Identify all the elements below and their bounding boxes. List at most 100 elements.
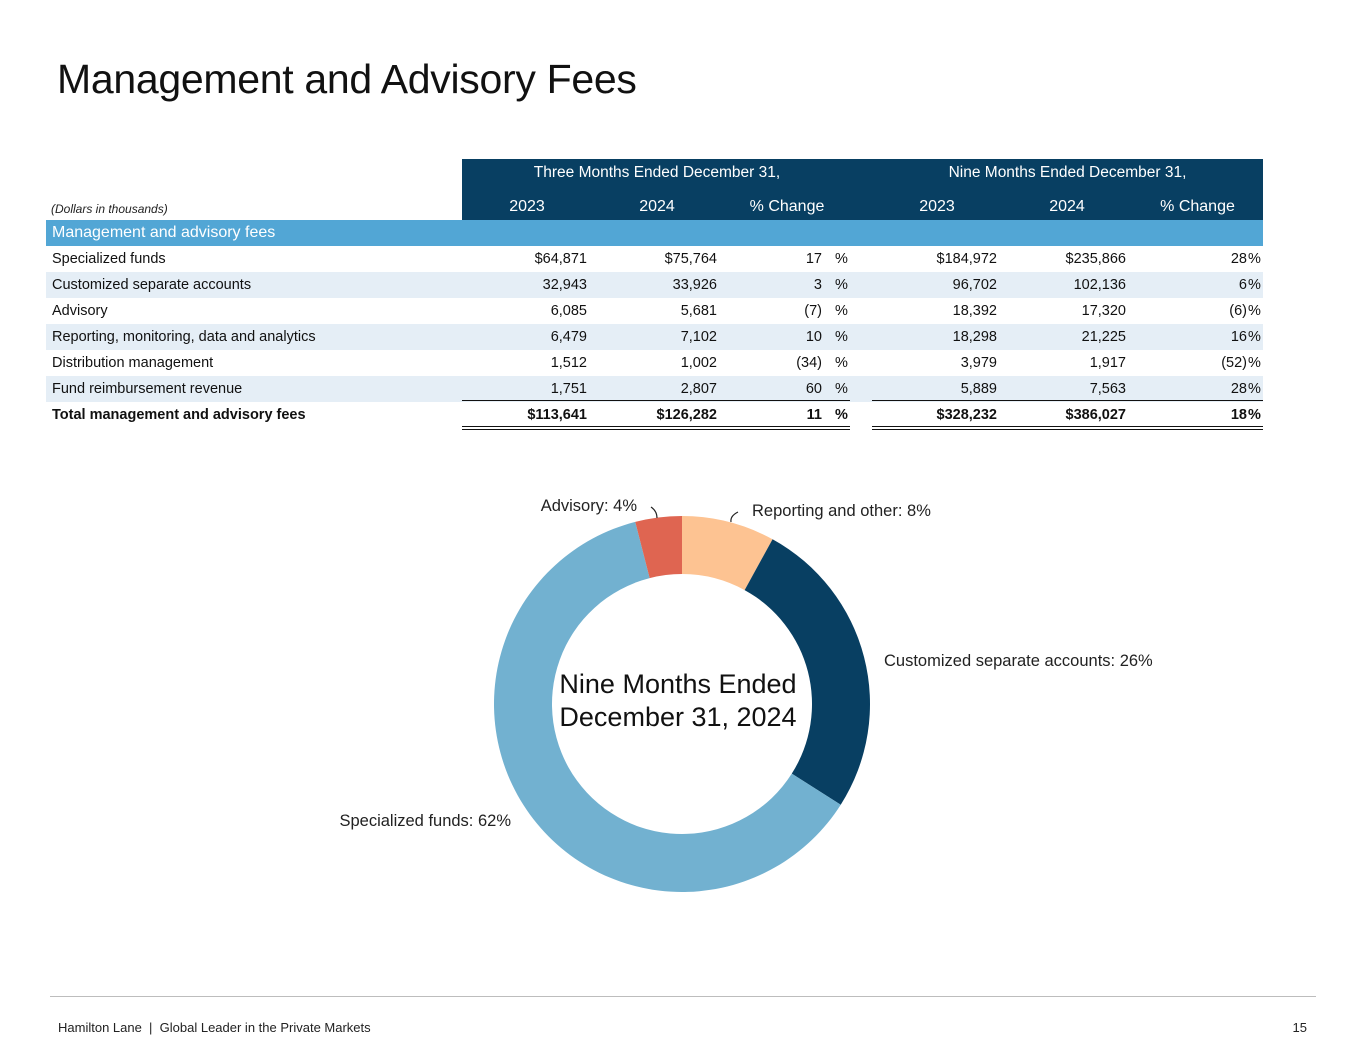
col-header-q2024: 2024 (639, 198, 675, 215)
cell-qchg: 11 (806, 407, 822, 423)
row-label: Specialized funds (52, 251, 166, 267)
cell-n23: 3,979 (960, 355, 997, 371)
total-top-rule-right (872, 400, 1263, 401)
slice-label: Customized separate accounts: 26% (884, 652, 1153, 670)
row-label: Distribution management (52, 355, 214, 371)
total-bottom-rule-right-2 (872, 429, 1263, 430)
percent-sign: % (1248, 329, 1261, 345)
row-label: Customized separate accounts (52, 277, 252, 293)
donut-center-line2: December 31, 2024 (559, 702, 797, 732)
cell-n24: 17,320 (1081, 303, 1126, 319)
leader-line (650, 506, 658, 519)
cell-qchg: 10 (805, 329, 822, 345)
cell-q24: $75,764 (664, 251, 717, 267)
row-label: Reporting, monitoring, data and analytic… (52, 329, 316, 345)
table-row: Customized separate accounts 32,943 33,926… (46, 272, 1263, 298)
col-header-n2024: 2024 (1049, 198, 1085, 215)
table-row: Fund reimbursement revenue 1,751 2,807 60 5,… (46, 376, 1263, 402)
cell-n23: 96,702 (952, 277, 997, 293)
percent-sign: % (835, 329, 848, 345)
slice-label: Reporting and other: 8% (752, 502, 931, 520)
section-row: Management and advisory fees (46, 220, 1263, 246)
total-bottom-rule-left-2 (462, 429, 850, 430)
cell-n24: 1,917 (1089, 355, 1126, 371)
cell-qchg: 17 (805, 251, 822, 267)
table-row: Reporting, monitoring, data and analytic… (46, 324, 1263, 350)
table-row: Advisory 6,085 5,681 (7) 18,392 17,320 (6)%% (46, 298, 1263, 324)
cell-n24: 7,563 (1089, 381, 1126, 397)
percent-sign: % (1248, 407, 1261, 423)
cell-n23: 18,298 (952, 329, 997, 345)
cell-n24: 21,225 (1081, 329, 1126, 345)
page-number: 15 (1292, 1020, 1307, 1035)
donut-slice-reporting-and-other (682, 516, 773, 591)
cell-q24: $126,282 (656, 407, 717, 423)
cell-q24: 1,002 (680, 355, 717, 371)
donut-center-label: Nine Months Ended December 31, 2024 (528, 668, 828, 734)
percent-sign: % (1248, 277, 1261, 293)
percent-sign: % (1248, 303, 1261, 319)
table-row: Distribution management 1,512 1,002 (34) 3,9… (46, 350, 1263, 376)
cell-qchg: (34) (796, 355, 822, 371)
page-title: Management and Advisory Fees (57, 56, 637, 102)
cell-q23: $113,641 (527, 407, 587, 423)
cell-qchg: (7) (804, 303, 822, 319)
cell-n23: $184,972 (936, 251, 997, 267)
cell-q24: 5,681 (680, 303, 717, 319)
row-label: Advisory (52, 303, 108, 319)
leader-line (730, 511, 739, 523)
cell-q23: 1,751 (550, 381, 587, 397)
slice-label: Advisory: 4% (541, 497, 638, 515)
cell-nchg: (6) (1229, 303, 1247, 319)
donut-chart-svg: Reporting and other: 8% Customized separa… (339, 497, 1153, 892)
row-label: Fund reimbursement revenue (52, 381, 243, 397)
cell-qchg: 3 (813, 277, 822, 293)
total-bottom-rule-right-1 (872, 426, 1263, 427)
col-header-n2023: 2023 (919, 198, 955, 215)
percent-sign: % (1248, 355, 1261, 371)
cell-nchg: 16 (1230, 329, 1247, 345)
cell-n24: $386,027 (1065, 407, 1126, 423)
percent-sign: % (835, 303, 848, 319)
table-row: Specialized funds $64,871 $75,764 17 $184,97… (46, 246, 1263, 272)
cell-n23: 18,392 (952, 303, 997, 319)
footer-company: Hamilton Lane | Global Leader in the Pri… (58, 1020, 371, 1035)
percent-sign: % (835, 381, 848, 397)
col-header-nchange: % Change (1160, 198, 1235, 215)
donut-slice-customized-separate-accounts (744, 539, 870, 805)
cell-q23: $64,871 (534, 251, 587, 267)
percent-sign: % (835, 355, 848, 371)
cell-q23: 6,479 (550, 329, 587, 345)
cell-nchg: (52) (1221, 355, 1247, 371)
cell-q24: 7,102 (680, 329, 717, 345)
cell-nchg: 28 (1230, 251, 1247, 267)
cell-q23: 32,943 (542, 277, 587, 293)
percent-sign: % (1248, 251, 1261, 267)
cell-n24: 102,136 (1073, 277, 1126, 293)
cell-n23: 5,889 (960, 381, 997, 397)
donut-slice-specialized-funds (493, 521, 841, 892)
total-bottom-rule-left-1 (462, 426, 850, 427)
cell-qchg: 60 (805, 381, 822, 397)
total-top-rule-left (462, 400, 850, 401)
section-label: Management and advisory fees (52, 224, 276, 241)
row-label: Total management and advisory fees (52, 407, 306, 423)
table-header-band (462, 159, 1263, 220)
donut-slice-advisory (635, 516, 682, 579)
total-row: Total management and advisory fees $113,6… (46, 402, 1263, 428)
dollars-note: (Dollars in thousands) (51, 202, 168, 216)
cell-n23: $328,232 (936, 407, 997, 423)
cell-q23: 1,512 (550, 355, 587, 371)
cell-n24: $235,866 (1065, 251, 1126, 267)
col-header-qchange: % Change (749, 198, 825, 215)
slice-label: Specialized funds: 62% (339, 812, 511, 830)
donut-chart: Reporting and other: 8% Customized separa… (0, 470, 1365, 940)
header-nine-months: Nine Months Ended December 31, (948, 164, 1187, 181)
col-header-q2023: 2023 (509, 198, 545, 215)
header-three-months: Three Months Ended December 31, (533, 164, 781, 181)
cell-nchg: 6 (1238, 277, 1247, 293)
percent-sign: % (835, 251, 848, 267)
cell-q24: 2,807 (680, 381, 717, 397)
cell-q24: 33,926 (672, 277, 717, 293)
percent-sign: % (1248, 381, 1261, 397)
